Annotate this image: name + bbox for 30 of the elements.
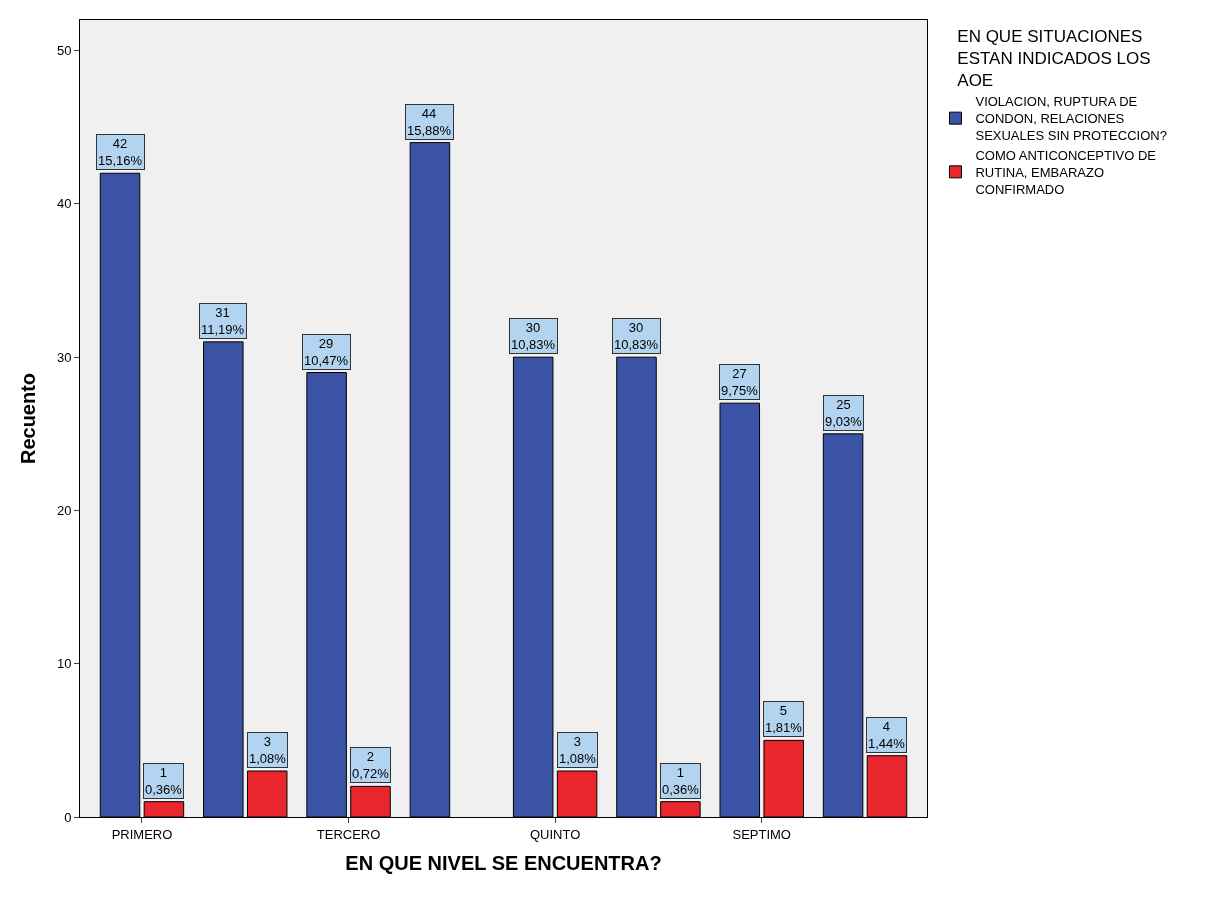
data-label: 4 1,44% xyxy=(868,719,906,751)
data-label: 1 0,36% xyxy=(145,765,183,797)
data-label: 42 15,16% xyxy=(98,136,143,168)
data-label: 29 10,47% xyxy=(304,336,349,368)
y-tick-label: 10 xyxy=(56,656,72,672)
x-tick-label: SEPTIMO xyxy=(732,826,791,842)
data-label: 25 9,03% xyxy=(825,397,863,429)
y-tick-label: 30 xyxy=(56,349,72,365)
data-label: 5 1,81% xyxy=(765,703,803,735)
x-tick-label: PRIMERO xyxy=(111,826,173,842)
x-tick-label: TERCERO xyxy=(316,826,381,842)
legend-label: VIOLACION, RUPTURA DE CONDON, RELACIONES SEXUALES SIN PROTECCION? xyxy=(975,94,1167,144)
y-tick-label: 0 xyxy=(64,809,72,825)
data-label: 31 11,19% xyxy=(201,305,245,337)
legend-title: EN QUE SITUACIONES ESTAN INDICADOS LOS AOE xyxy=(957,27,1151,91)
data-label: 30 10,83% xyxy=(614,320,659,352)
data-label: 27 9,75% xyxy=(721,366,759,398)
data-label: 1 0,36% xyxy=(662,765,700,797)
y-axis-title: Recuento xyxy=(17,372,40,465)
data-label: 3 1,08% xyxy=(249,734,287,766)
x-axis-title: EN QUE NIVEL SE ENCUENTRA? xyxy=(345,852,662,875)
y-tick-label: 20 xyxy=(56,503,72,519)
y-tick-label: 40 xyxy=(56,196,72,212)
x-tick-label: QUINTO xyxy=(529,826,581,842)
data-label: 30 10,83% xyxy=(511,320,556,352)
legend-label: COMO ANTICONCEPTIVO DE RUTINA, EMBARAZO CONFIRMADO xyxy=(975,148,1157,197)
data-label: 44 15,88% xyxy=(407,106,452,138)
data-label: 2 0,72% xyxy=(352,749,390,781)
data-label: 3 1,08% xyxy=(559,734,597,766)
y-tick-label: 50 xyxy=(56,43,72,59)
